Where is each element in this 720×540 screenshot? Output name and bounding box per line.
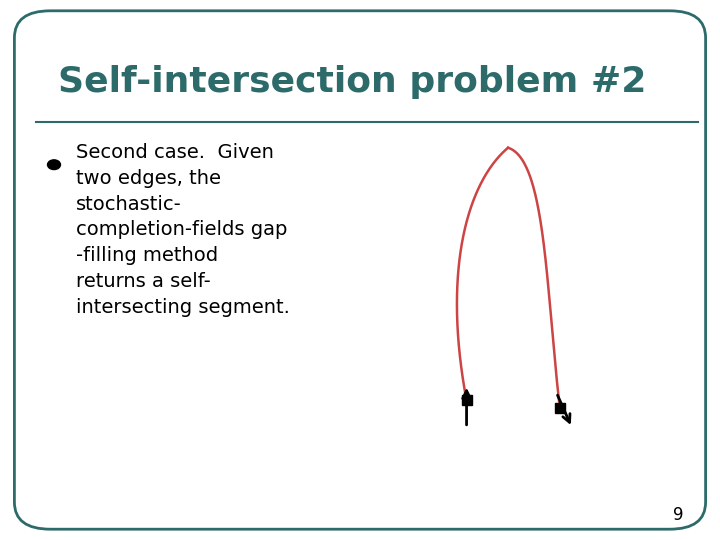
Text: Self-intersection problem #2: Self-intersection problem #2 xyxy=(58,65,646,99)
Text: 9: 9 xyxy=(673,506,684,524)
Text: Second case.  Given
two edges, the
stochastic-
completion-fields gap
-filling me: Second case. Given two edges, the stocha… xyxy=(76,143,289,316)
Circle shape xyxy=(48,160,60,170)
